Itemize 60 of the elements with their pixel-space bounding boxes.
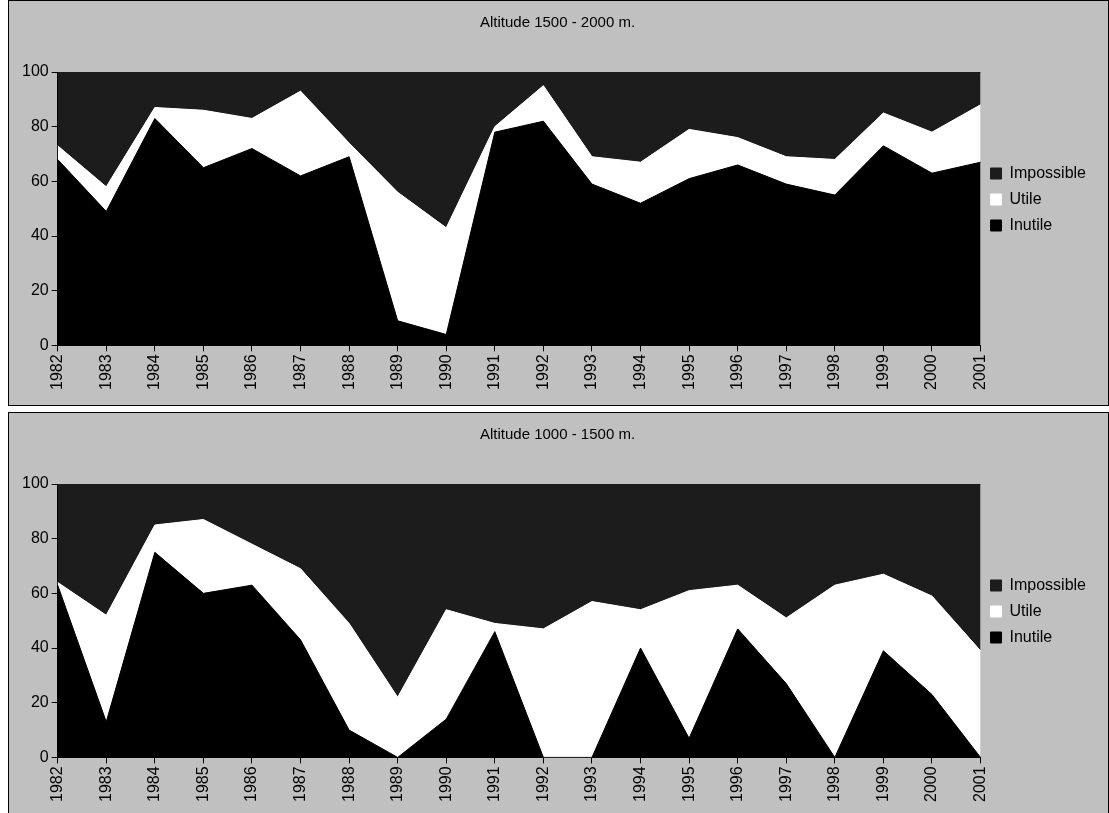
x-tick-label: 1999 — [873, 354, 891, 390]
x-tick-label: 1991 — [485, 354, 503, 390]
x-tick-label: 1987 — [290, 354, 308, 390]
x-tick-label: 2000 — [922, 766, 940, 802]
x-tick-label: 1992 — [533, 766, 551, 802]
x-tick-label: 1984 — [145, 766, 163, 802]
x-tick-label: 1993 — [582, 354, 600, 390]
y-tick-label: 0 — [39, 335, 49, 353]
x-tick-label: 1995 — [679, 766, 697, 802]
y-tick-label: 0 — [39, 747, 49, 765]
legend-label: Inutile — [1009, 627, 1053, 645]
legend-label: Impossible — [1009, 575, 1087, 593]
legend-label: Impossible — [1009, 163, 1087, 181]
x-tick-label: 1997 — [776, 354, 794, 390]
x-tick-label: 1996 — [728, 766, 746, 802]
x-tick-label: 1986 — [242, 766, 260, 802]
x-tick-label: 1989 — [388, 766, 406, 802]
x-tick-label: 1999 — [873, 766, 891, 802]
y-tick-label: 20 — [30, 693, 49, 711]
x-tick-label: 1995 — [679, 354, 697, 390]
y-tick-label: 100 — [21, 62, 49, 80]
x-tick-label: 1994 — [630, 354, 648, 390]
x-tick-label: 2001 — [970, 766, 988, 802]
legend-label: Inutile — [1009, 215, 1053, 233]
x-tick-label: 1982 — [48, 354, 66, 390]
x-tick-label: 1983 — [96, 354, 114, 390]
x-tick-label: 1994 — [630, 766, 648, 802]
x-tick-label: 1983 — [96, 766, 114, 802]
y-tick-label: 60 — [30, 171, 49, 189]
x-tick-label: 1984 — [145, 354, 163, 390]
x-tick-label: 1988 — [339, 354, 357, 390]
x-tick-label: 1985 — [193, 354, 211, 390]
x-tick-label: 1985 — [193, 766, 211, 802]
y-tick-label: 20 — [30, 281, 49, 299]
legend-label: Utile — [1009, 601, 1042, 619]
chart-title: Altitude 1500 - 2000 m. — [479, 13, 636, 31]
y-tick-label: 60 — [30, 583, 49, 601]
x-tick-label: 1993 — [582, 766, 600, 802]
x-tick-label: 1996 — [728, 354, 746, 390]
y-tick-label: 40 — [30, 226, 49, 244]
x-tick-label: 1991 — [485, 766, 503, 802]
legend-label: Utile — [1009, 189, 1042, 207]
y-tick-label: 80 — [30, 117, 49, 135]
x-tick-label: 1982 — [48, 766, 66, 802]
x-tick-label: 2001 — [970, 354, 988, 390]
y-tick-label: 40 — [30, 638, 49, 656]
x-tick-label: 1986 — [242, 354, 260, 390]
x-tick-label: 2000 — [922, 354, 940, 390]
x-tick-label: 1998 — [825, 354, 843, 390]
x-tick-label: 1988 — [339, 766, 357, 802]
x-tick-label: 1990 — [436, 354, 454, 390]
x-tick-label: 1989 — [388, 354, 406, 390]
x-tick-label: 1992 — [533, 354, 551, 390]
y-tick-label: 80 — [30, 529, 49, 547]
x-tick-label: 1987 — [290, 766, 308, 802]
x-tick-label: 1990 — [436, 766, 454, 802]
chart-title: Altitude 1000 - 1500 m. — [479, 425, 636, 443]
y-tick-label: 100 — [21, 474, 49, 492]
x-tick-label: 1997 — [776, 766, 794, 802]
x-tick-label: 1998 — [825, 766, 843, 802]
